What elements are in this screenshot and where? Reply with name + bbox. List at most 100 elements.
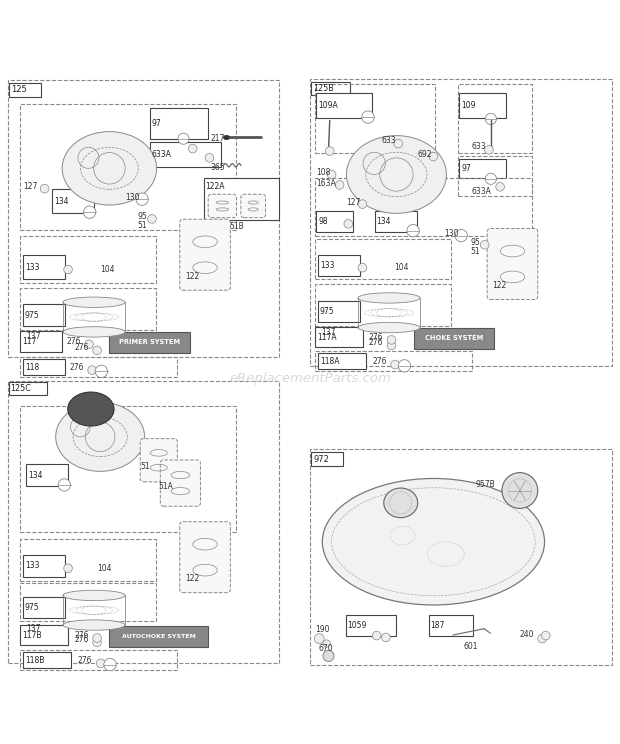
- Bar: [375, 211, 417, 232]
- Bar: [414, 327, 494, 348]
- Text: 51B: 51B: [230, 222, 244, 231]
- Text: 109A: 109A: [318, 101, 338, 110]
- Text: 633A: 633A: [472, 187, 492, 196]
- Text: 117A: 117A: [317, 333, 337, 342]
- Bar: [20, 331, 62, 352]
- Circle shape: [429, 153, 438, 161]
- Text: 122A: 122A: [206, 182, 225, 191]
- Text: 130: 130: [445, 229, 459, 238]
- Text: 97: 97: [461, 164, 471, 173]
- Text: 975: 975: [25, 603, 40, 612]
- Circle shape: [205, 153, 214, 162]
- Bar: [20, 406, 236, 533]
- Circle shape: [64, 564, 73, 573]
- Circle shape: [188, 144, 197, 153]
- Text: 633: 633: [381, 136, 396, 145]
- Text: 125B: 125B: [313, 84, 334, 93]
- Text: 957B: 957B: [476, 480, 495, 489]
- Text: 51: 51: [471, 247, 480, 256]
- Text: 97: 97: [152, 119, 162, 128]
- Circle shape: [362, 111, 374, 124]
- Circle shape: [95, 365, 107, 377]
- Bar: [315, 283, 451, 326]
- Circle shape: [480, 240, 489, 249]
- Ellipse shape: [358, 292, 420, 303]
- Text: 276: 276: [74, 343, 89, 352]
- Text: 95: 95: [137, 212, 147, 221]
- Circle shape: [85, 340, 94, 348]
- Bar: [23, 359, 65, 375]
- Text: 276: 276: [74, 635, 89, 644]
- Bar: [458, 84, 532, 153]
- Bar: [23, 652, 71, 667]
- Bar: [20, 288, 156, 330]
- Text: 276: 276: [74, 631, 89, 640]
- Circle shape: [93, 638, 102, 647]
- Text: 127: 127: [346, 198, 360, 207]
- Text: 137: 137: [321, 328, 335, 337]
- Bar: [20, 236, 156, 283]
- Ellipse shape: [63, 620, 125, 630]
- Text: 104: 104: [394, 263, 409, 272]
- Text: 117: 117: [22, 337, 36, 346]
- Circle shape: [148, 214, 156, 223]
- FancyBboxPatch shape: [208, 194, 237, 218]
- Text: 122: 122: [185, 574, 200, 583]
- Circle shape: [496, 182, 505, 191]
- Circle shape: [327, 170, 336, 179]
- Text: CHOKE SYSTEM: CHOKE SYSTEM: [425, 335, 483, 341]
- Circle shape: [97, 659, 105, 667]
- Circle shape: [93, 634, 102, 642]
- Ellipse shape: [63, 327, 125, 337]
- Bar: [109, 332, 190, 353]
- Text: 133: 133: [25, 263, 39, 272]
- Circle shape: [485, 146, 494, 154]
- Text: 109: 109: [461, 101, 476, 110]
- Ellipse shape: [502, 472, 538, 508]
- Text: AUTOCHOKE SYSTEM: AUTOCHOKE SYSTEM: [122, 634, 196, 638]
- Bar: [318, 254, 360, 276]
- Bar: [7, 381, 279, 664]
- Circle shape: [64, 265, 73, 274]
- Bar: [310, 449, 613, 665]
- Bar: [20, 583, 156, 621]
- Bar: [459, 93, 506, 118]
- FancyBboxPatch shape: [180, 522, 231, 593]
- Text: 51A: 51A: [159, 481, 174, 491]
- Bar: [149, 108, 208, 138]
- Text: 633A: 633A: [152, 150, 172, 159]
- FancyBboxPatch shape: [241, 194, 265, 218]
- FancyBboxPatch shape: [487, 228, 538, 300]
- Circle shape: [344, 219, 353, 228]
- Text: 137: 137: [26, 332, 40, 341]
- Circle shape: [93, 346, 102, 355]
- Circle shape: [387, 341, 396, 350]
- Bar: [52, 189, 94, 213]
- Circle shape: [40, 185, 49, 193]
- Bar: [20, 539, 156, 580]
- Bar: [458, 156, 532, 196]
- Circle shape: [335, 181, 344, 189]
- Text: 692: 692: [417, 150, 432, 158]
- Bar: [315, 178, 532, 236]
- Bar: [7, 80, 279, 356]
- Bar: [316, 93, 372, 118]
- Text: 134: 134: [54, 196, 68, 205]
- Text: 118: 118: [25, 362, 39, 371]
- FancyBboxPatch shape: [161, 460, 200, 506]
- Ellipse shape: [56, 403, 144, 472]
- Text: 118A: 118A: [320, 357, 339, 366]
- Text: 104: 104: [100, 265, 115, 274]
- Circle shape: [84, 206, 96, 218]
- Circle shape: [398, 359, 410, 372]
- Ellipse shape: [63, 297, 125, 307]
- Text: 601: 601: [463, 641, 477, 650]
- Bar: [20, 625, 68, 646]
- Circle shape: [485, 113, 497, 124]
- Text: 108: 108: [316, 168, 330, 177]
- Text: 122: 122: [492, 281, 507, 290]
- Text: 118B: 118B: [25, 655, 44, 664]
- Circle shape: [485, 173, 497, 185]
- Circle shape: [314, 634, 324, 644]
- Circle shape: [358, 263, 367, 272]
